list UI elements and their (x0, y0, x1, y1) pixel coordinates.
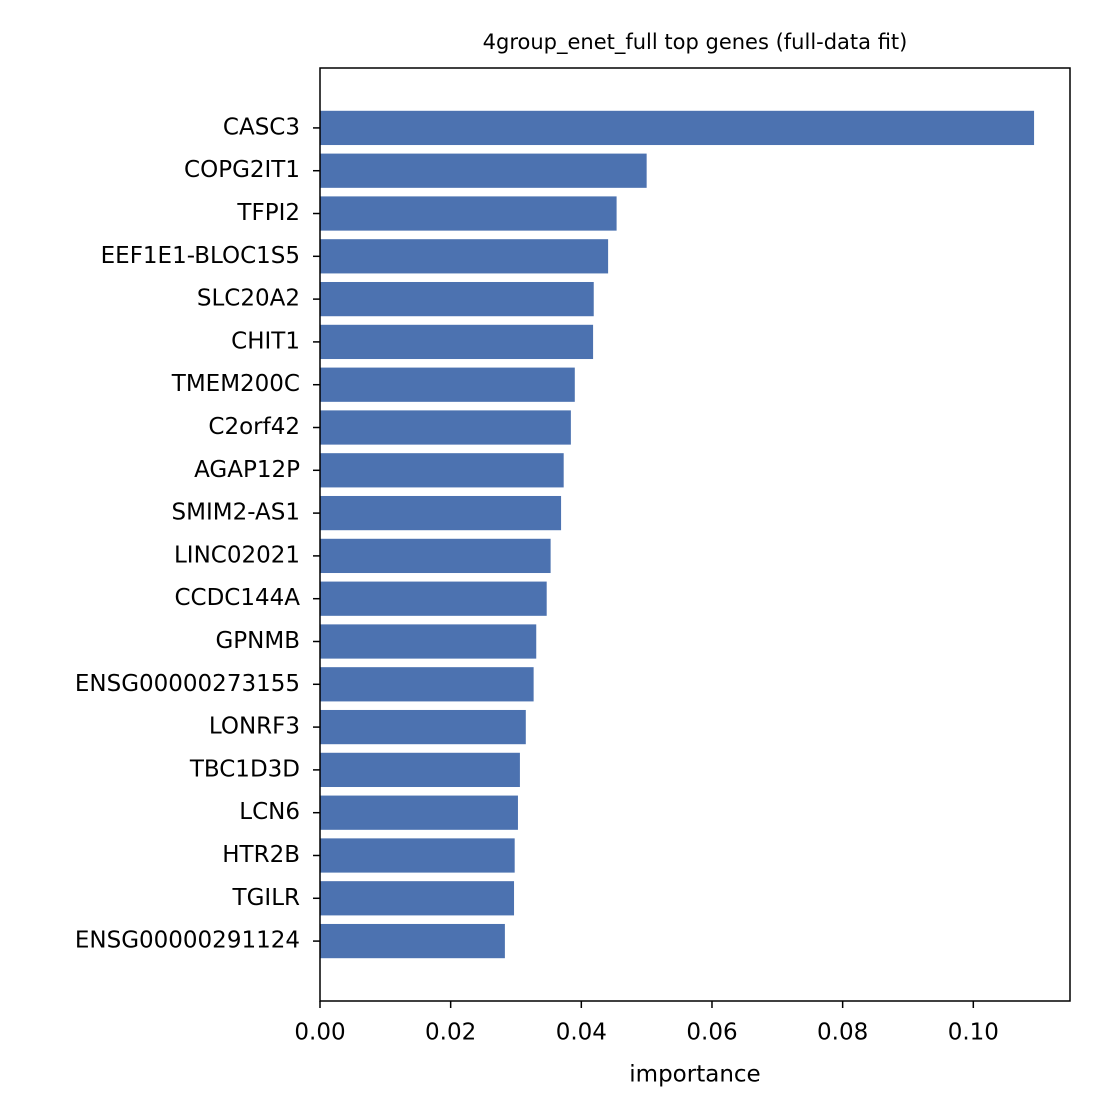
x-tick-label: 0.02 (425, 1020, 476, 1046)
y-tick-label: CCDC144A (174, 585, 300, 611)
y-tick-label: ENSG00000273155 (75, 671, 300, 697)
bar (320, 410, 571, 445)
y-tick-label: TBC1D3D (189, 756, 300, 782)
bar (320, 281, 594, 317)
bar (320, 110, 1035, 146)
bar (320, 324, 594, 360)
y-tick-label: TFPI2 (236, 200, 300, 226)
bar (320, 923, 505, 959)
bar (320, 581, 547, 616)
y-tick-label: COPG2IT1 (184, 157, 300, 183)
y-tick-label: CHIT1 (231, 328, 300, 354)
y-tick-label: GPNMB (215, 628, 300, 654)
x-tick-label: 0.06 (686, 1020, 737, 1046)
y-tick-label: SLC20A2 (197, 286, 300, 312)
y-tick-label: CASC3 (223, 114, 300, 140)
y-tick-label: LINC02021 (174, 542, 300, 568)
bar (320, 538, 551, 574)
bar (320, 495, 562, 531)
bar (320, 838, 515, 873)
y-tick-label: TGILR (232, 885, 300, 911)
y-tick-label: LCN6 (239, 799, 300, 825)
y-tick-label: ENSG00000291124 (75, 928, 300, 954)
bar (320, 367, 575, 402)
x-tick-label: 0.00 (294, 1020, 345, 1046)
bar (320, 624, 537, 659)
chart-title: 4group_enet_full top genes (full-data fi… (483, 30, 908, 55)
plot-frame (319, 67, 1071, 1002)
y-tick-label: HTR2B (222, 842, 300, 868)
x-tick-label: 0.10 (948, 1020, 999, 1046)
bar (320, 709, 526, 745)
bar (320, 453, 564, 488)
bar (320, 667, 534, 702)
y-tick-label: C2orf42 (208, 414, 300, 440)
y-tick-label: EEF1E1-BLOC1S5 (101, 243, 300, 269)
bar (320, 795, 518, 830)
x-axis-label: importance (629, 1062, 760, 1088)
y-tick-label: SMIM2-AS1 (172, 500, 300, 526)
bar (320, 196, 617, 231)
bar (320, 239, 609, 274)
x-tick-label: 0.08 (817, 1020, 868, 1046)
x-tick-label: 0.04 (556, 1020, 607, 1046)
y-tick-label: AGAP12P (194, 457, 300, 483)
y-tick-label: LONRF3 (209, 714, 300, 740)
bar (320, 153, 647, 188)
y-tick-label: TMEM200C (171, 371, 300, 397)
bar (320, 881, 515, 916)
bar (320, 752, 520, 788)
